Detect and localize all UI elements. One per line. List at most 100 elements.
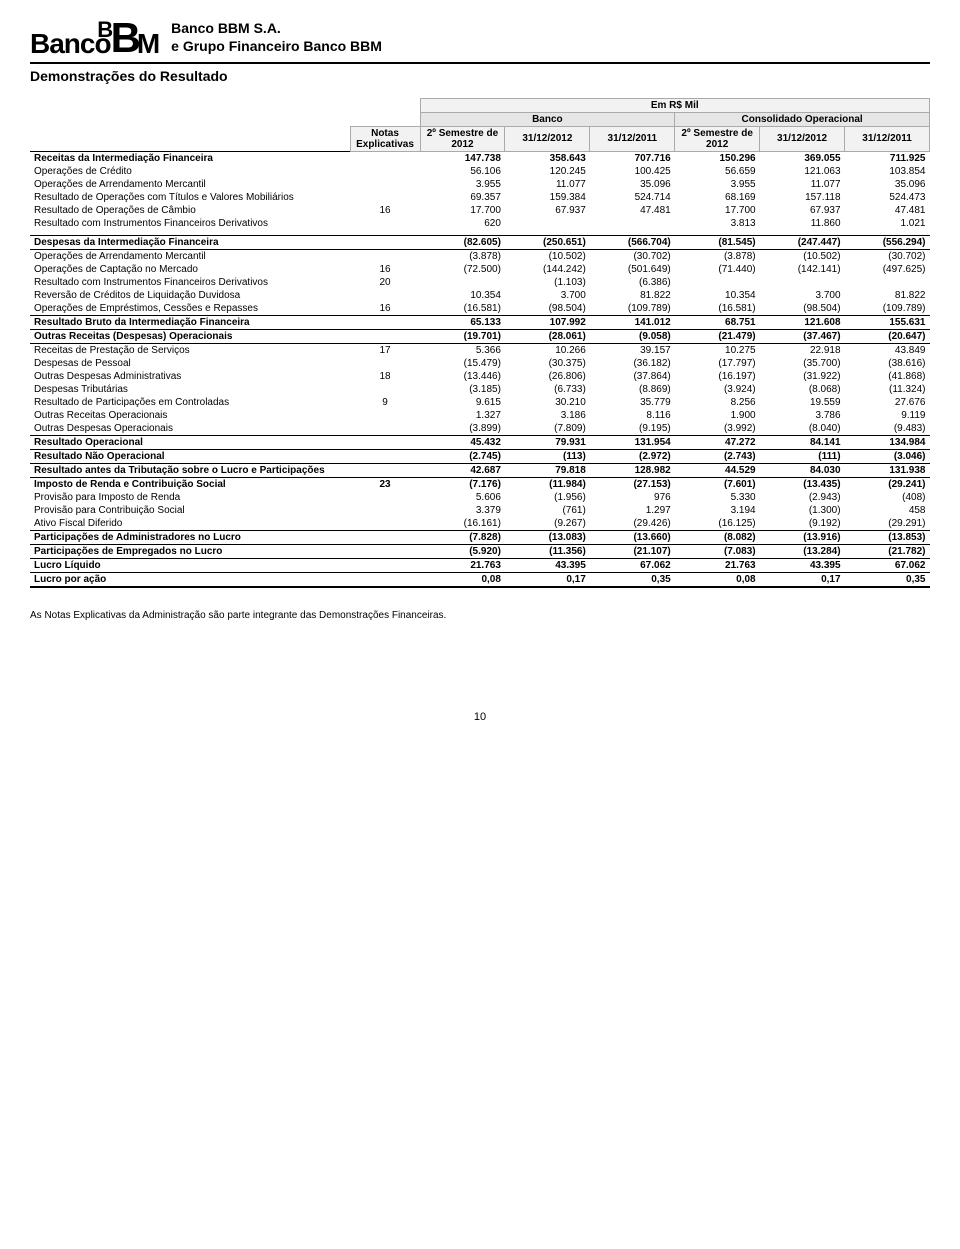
row-value: (81.545): [675, 236, 760, 250]
row-value: 141.012: [590, 316, 675, 330]
row-value: 3.379: [420, 504, 505, 517]
row-value: (501.649): [590, 263, 675, 276]
row-value: 11.077: [505, 178, 590, 191]
row-notes: [350, 178, 420, 191]
row-value: 150.296: [675, 151, 760, 165]
row-value: 0,35: [590, 573, 675, 588]
table-row: Resultado Não Operacional(2.745)(113)(2.…: [30, 450, 930, 464]
row-value: (30.702): [590, 250, 675, 264]
row-notes: [350, 330, 420, 344]
row-value: 5.366: [420, 344, 505, 358]
table-row: Outras Receitas (Despesas) Operacionais (…: [30, 330, 930, 344]
row-notes: [350, 191, 420, 204]
row-notes: [350, 383, 420, 396]
row-value: 0,08: [675, 573, 760, 588]
row-value: (11.356): [505, 545, 590, 559]
row-label: Resultado de Operações com Títulos e Val…: [30, 191, 350, 204]
hdr-cons-sem: 2º Semestre de 2012: [675, 126, 760, 151]
row-value: 5.330: [675, 491, 760, 504]
table-row: Resultado Operacional45.43279.931131.954…: [30, 436, 930, 450]
row-value: (1.103): [505, 276, 590, 289]
row-value: 369.055: [760, 151, 845, 165]
row-value: (13.284): [760, 545, 845, 559]
row-value: 3.786: [760, 409, 845, 422]
table-row: Operações de Empréstimos, Cessões e Repa…: [30, 302, 930, 316]
row-value: 8.256: [675, 396, 760, 409]
row-value: (566.704): [590, 236, 675, 250]
row-value: (8.082): [675, 531, 760, 545]
row-value: 47.481: [590, 204, 675, 217]
row-notes: 23: [350, 478, 420, 492]
table-row: Ativo Fiscal Diferido(16.161)(9.267)(29.…: [30, 517, 930, 531]
row-notes: [350, 464, 420, 478]
row-label: Participações de Empregados no Lucro: [30, 545, 350, 559]
row-notes: [350, 217, 420, 230]
row-value: 524.714: [590, 191, 675, 204]
row-notes: [350, 436, 420, 450]
table-row: Outras Receitas Operacionais1.3273.1868.…: [30, 409, 930, 422]
row-notes: 9: [350, 396, 420, 409]
row-value: (2.943): [760, 491, 845, 504]
logo-row: BancoBM B Banco BBM S.A. e Grupo Finance…: [30, 20, 930, 56]
row-notes: [350, 491, 420, 504]
row-value: (28.061): [505, 330, 590, 344]
row-value: 131.938: [845, 464, 930, 478]
row-label: Despesas da Intermediação Financeira: [30, 236, 350, 250]
row-value: 65.133: [420, 316, 505, 330]
row-value: (144.242): [505, 263, 590, 276]
row-value: (7.828): [420, 531, 505, 545]
row-value: 121.063: [760, 165, 845, 178]
row-value: 1.297: [590, 504, 675, 517]
table-row: Lucro por ação0,080,170,350,080,170,35: [30, 573, 930, 588]
row-value: (16.581): [675, 302, 760, 316]
row-value: [505, 217, 590, 230]
table-row: Operações de Crédito56.106120.245100.425…: [30, 165, 930, 178]
table-row: Operações de Captação no Mercado16(72.50…: [30, 263, 930, 276]
row-value: (29.291): [845, 517, 930, 531]
row-value: 35.096: [845, 178, 930, 191]
row-label: Outras Receitas (Despesas) Operacionais: [30, 330, 350, 344]
row-notes: [350, 573, 420, 588]
row-value: 159.384: [505, 191, 590, 204]
row-label: Lucro por ação: [30, 573, 350, 588]
row-value: (37.864): [590, 370, 675, 383]
row-value: (27.153): [590, 478, 675, 492]
row-value: (10.502): [760, 250, 845, 264]
row-value: 3.955: [675, 178, 760, 191]
page-number: 10: [30, 711, 930, 723]
table-row: Provisão para Imposto de Renda5.606(1.95…: [30, 491, 930, 504]
row-notes: 16: [350, 204, 420, 217]
row-value: (9.195): [590, 422, 675, 436]
row-label: Ativo Fiscal Diferido: [30, 517, 350, 531]
row-value: 107.992: [505, 316, 590, 330]
row-value: 39.157: [590, 344, 675, 358]
row-notes: [350, 409, 420, 422]
row-value: (5.920): [420, 545, 505, 559]
row-value: [760, 276, 845, 289]
row-value: (2.745): [420, 450, 505, 464]
row-value: (29.241): [845, 478, 930, 492]
row-value: (41.868): [845, 370, 930, 383]
hdr-consolidado: Consolidado Operacional: [675, 112, 930, 126]
company-logo: BancoBM B: [30, 20, 157, 56]
row-notes: 20: [350, 276, 420, 289]
row-value: (8.068): [760, 383, 845, 396]
row-value: 43.849: [845, 344, 930, 358]
row-label: Operações de Empréstimos, Cessões e Repa…: [30, 302, 350, 316]
table-row: Resultado de Operações de Câmbio1617.700…: [30, 204, 930, 217]
row-value: 67.062: [590, 559, 675, 573]
row-value: (9.483): [845, 422, 930, 436]
row-value: (247.447): [760, 236, 845, 250]
row-value: (2.972): [590, 450, 675, 464]
row-notes: [350, 250, 420, 264]
row-value: 42.687: [420, 464, 505, 478]
table-row: Resultado com Instrumentos Financeiros D…: [30, 217, 930, 230]
hdr-unit: Em R$ Mil: [420, 98, 930, 112]
row-value: (16.581): [420, 302, 505, 316]
row-value: 30.210: [505, 396, 590, 409]
row-value: (9.192): [760, 517, 845, 531]
row-value: (408): [845, 491, 930, 504]
row-value: 69.357: [420, 191, 505, 204]
row-value: 121.608: [760, 316, 845, 330]
row-value: 35.096: [590, 178, 675, 191]
